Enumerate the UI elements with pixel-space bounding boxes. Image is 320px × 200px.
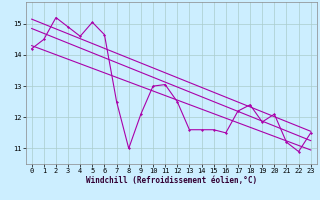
X-axis label: Windchill (Refroidissement éolien,°C): Windchill (Refroidissement éolien,°C)	[86, 176, 257, 185]
